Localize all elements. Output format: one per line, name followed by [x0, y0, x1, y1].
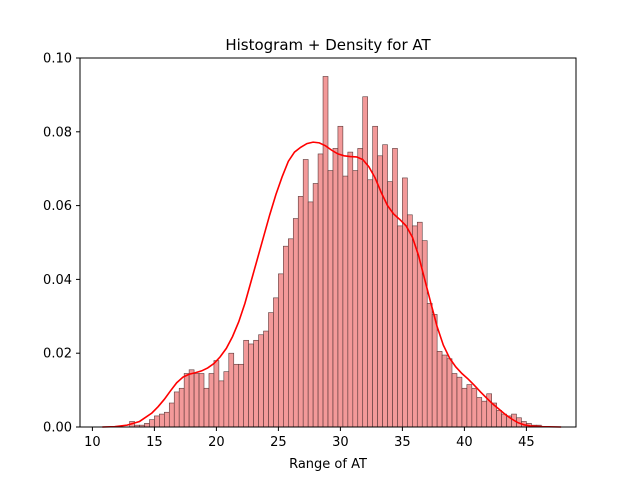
y-tick-label: 0.04 — [43, 273, 72, 288]
histogram-bar — [436, 351, 443, 428]
histogram-bar — [173, 391, 180, 428]
histogram-bar — [292, 218, 299, 428]
histogram-bar — [238, 363, 244, 428]
histogram-bar — [456, 376, 463, 428]
histogram-bar — [431, 314, 438, 428]
x-tick-label: 15 — [146, 435, 163, 450]
histogram-bar — [352, 170, 359, 428]
x-axis-ticks: 10 15 20 25 30 35 40 45 — [84, 427, 535, 450]
histogram-bar — [337, 125, 344, 428]
histogram-bar — [218, 380, 225, 428]
histogram-bar — [382, 144, 388, 428]
histogram-bar — [154, 415, 160, 428]
histogram-bar — [441, 354, 448, 428]
histogram-bar — [248, 343, 254, 428]
x-tick-label: 45 — [518, 435, 535, 450]
histogram-bar — [377, 155, 383, 428]
histogram-bar — [288, 238, 294, 428]
y-tick-label: 0.00 — [43, 421, 72, 436]
histogram-bars — [129, 76, 542, 428]
histogram-bar — [307, 201, 314, 428]
histogram-bar — [362, 96, 368, 428]
histogram-bar — [243, 339, 249, 428]
histogram-bar — [144, 423, 150, 428]
histogram-bar — [258, 334, 264, 428]
histogram-bar — [426, 303, 433, 428]
y-tick-label: 0.06 — [43, 199, 72, 214]
histogram-bar — [283, 245, 289, 428]
histogram-bar — [327, 170, 334, 428]
histogram-bar — [481, 400, 488, 428]
histogram-bar — [402, 177, 408, 428]
histogram-bar — [372, 125, 378, 428]
histogram-bar — [496, 410, 502, 428]
x-tick-label: 10 — [84, 435, 101, 450]
histogram-bar — [159, 413, 165, 428]
histogram-bar — [397, 225, 403, 428]
histogram-bar — [302, 159, 309, 428]
histogram-bar — [253, 339, 259, 428]
histogram-bar — [312, 183, 319, 428]
y-axis-ticks: 0.00 0.02 0.04 0.06 0.08 0.10 — [43, 52, 80, 436]
y-tick-label: 0.10 — [43, 52, 72, 67]
histogram-bar — [387, 181, 393, 428]
histogram-bar — [168, 402, 175, 428]
histogram-bar — [367, 179, 373, 428]
histogram-bar — [332, 148, 339, 428]
x-axis-label: Range of AT — [289, 457, 367, 472]
histogram-bar — [466, 384, 473, 428]
histogram-bar — [223, 371, 230, 428]
histogram-bar — [412, 225, 418, 428]
histogram-bar — [392, 148, 398, 428]
histogram-bar — [164, 411, 170, 428]
y-tick-label: 0.08 — [43, 125, 72, 140]
histogram-bar — [461, 387, 468, 428]
y-tick-label: 0.02 — [43, 347, 72, 362]
histogram-bar — [233, 363, 240, 428]
chart-title: Histogram + Density for AT — [225, 36, 431, 54]
histogram-bar — [421, 240, 428, 428]
plot-frame — [79, 57, 577, 428]
histogram-bar — [268, 312, 274, 428]
histogram-bar — [278, 273, 284, 428]
histogram-bar — [178, 387, 185, 428]
x-tick-label: 25 — [270, 435, 287, 450]
histogram-bar — [273, 297, 279, 428]
histogram-bar — [446, 358, 453, 428]
histogram-bar — [357, 148, 364, 428]
histogram-bar — [203, 387, 210, 428]
x-tick-label: 40 — [456, 435, 473, 450]
x-tick-label: 35 — [394, 435, 411, 450]
x-tick-label: 20 — [208, 435, 225, 450]
histogram-bar — [198, 373, 205, 428]
histogram-bar — [317, 153, 324, 428]
histogram-bar — [263, 330, 269, 428]
histogram-bar — [228, 352, 235, 428]
histogram-bar — [322, 76, 329, 428]
x-tick-label: 30 — [332, 435, 349, 450]
histogram-bar — [407, 214, 413, 428]
histogram-bar — [188, 369, 195, 428]
histogram-bar — [149, 419, 155, 428]
histogram-bar — [476, 397, 483, 428]
histogram-bar — [451, 373, 458, 428]
histogram-bar — [297, 196, 304, 428]
density-line — [102, 141, 562, 428]
histogram-bar — [213, 360, 220, 428]
histogram-bar — [342, 175, 349, 428]
histogram-bar — [501, 413, 507, 428]
histogram-bar — [208, 373, 215, 428]
histogram-bar — [183, 373, 190, 428]
histogram-bar — [347, 151, 354, 428]
histogram-bar — [193, 373, 200, 428]
histogram-bar — [471, 387, 478, 428]
